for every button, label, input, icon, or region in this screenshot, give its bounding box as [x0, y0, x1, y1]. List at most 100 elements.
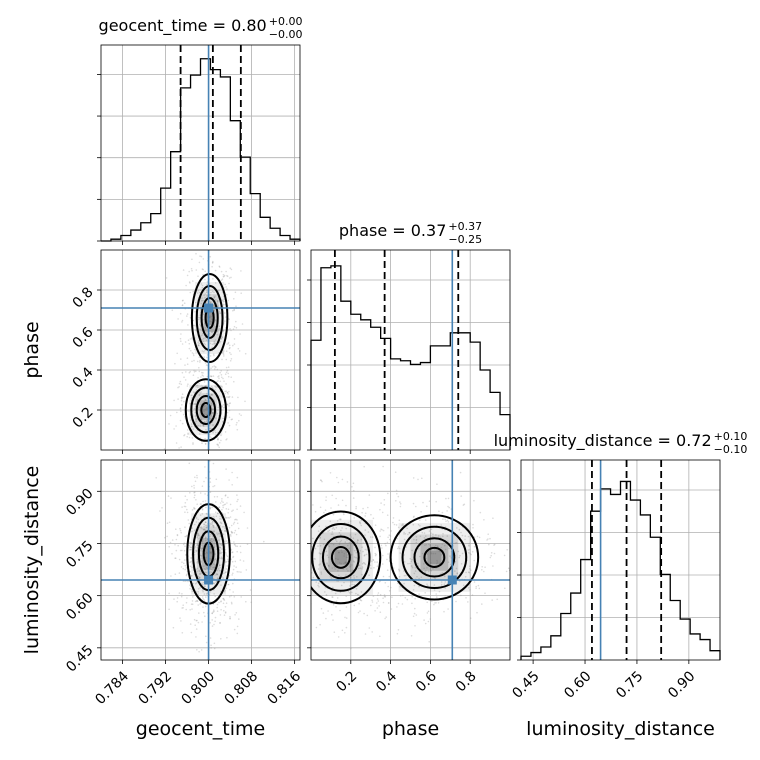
- sample-point: [417, 478, 419, 481]
- sample-point: [343, 562, 345, 565]
- sample-point: [215, 558, 217, 560]
- sample-point: [468, 542, 471, 545]
- sample-point: [223, 298, 225, 301]
- sample-point: [197, 535, 199, 537]
- sample-point: [457, 550, 460, 553]
- sample-point: [198, 576, 201, 579]
- sample-point: [212, 525, 215, 527]
- sample-point: [423, 537, 426, 539]
- sample-point: [209, 255, 212, 258]
- sample-point: [292, 561, 294, 563]
- sample-point: [472, 523, 474, 526]
- sample-point: [215, 511, 217, 514]
- sample-point: [483, 519, 485, 521]
- title-upper-uncertainty: +0.00: [269, 15, 303, 28]
- sample-point: [181, 304, 184, 307]
- sample-point: [493, 544, 495, 546]
- sample-point: [195, 517, 198, 520]
- sample-point: [223, 380, 225, 383]
- sample-point: [386, 541, 389, 544]
- sample-point: [181, 319, 184, 322]
- sample-point: [381, 511, 384, 514]
- x-tick-label: 0.6: [413, 668, 440, 695]
- sample-point: [181, 321, 183, 323]
- sample-point: [368, 494, 371, 496]
- sample-point: [205, 399, 207, 401]
- sample-point: [224, 495, 227, 497]
- sample-point: [213, 295, 215, 297]
- sample-point: [307, 576, 309, 578]
- sample-point: [216, 368, 219, 371]
- sample-point: [284, 531, 286, 533]
- sample-point: [204, 615, 206, 617]
- sample-point: [201, 513, 204, 515]
- sample-point: [223, 614, 226, 616]
- sample-point: [365, 553, 368, 556]
- sample-point: [347, 570, 349, 572]
- sample-point: [203, 342, 206, 345]
- sample-point: [180, 410, 182, 413]
- sample-point: [430, 561, 432, 564]
- sample-point: [182, 604, 184, 606]
- sample-point: [224, 530, 227, 532]
- sample-point: [196, 600, 198, 602]
- sample-point: [383, 499, 386, 501]
- sample-point: [215, 386, 217, 389]
- sample-point: [341, 527, 343, 529]
- sample-point: [424, 519, 427, 521]
- sample-point: [195, 619, 198, 622]
- sample-point: [235, 320, 237, 323]
- sample-point: [201, 550, 203, 552]
- sample-point: [189, 609, 191, 611]
- sample-point: [337, 481, 340, 484]
- sample-point: [484, 566, 486, 568]
- sample-point: [209, 558, 211, 560]
- sample-point: [201, 299, 203, 302]
- sample-point: [183, 562, 185, 565]
- sample-point: [220, 522, 223, 525]
- sample-point: [343, 513, 345, 516]
- sample-point: [225, 390, 228, 393]
- sample-point: [205, 512, 208, 515]
- sample-point: [469, 565, 471, 567]
- sample-point: [209, 355, 212, 357]
- sample-point: [179, 617, 181, 619]
- sample-point: [210, 385, 213, 388]
- sample-point: [449, 542, 452, 544]
- sample-point: [219, 622, 221, 624]
- sample-point: [483, 570, 485, 573]
- sample-point: [392, 567, 395, 569]
- x-tick-label: 0.800: [179, 668, 219, 708]
- sample-point: [468, 545, 470, 547]
- sample-point: [217, 380, 219, 382]
- sample-point: [213, 344, 216, 346]
- sample-point: [434, 552, 437, 555]
- sample-point: [301, 532, 303, 534]
- sample-point: [202, 590, 204, 593]
- sample-point: [176, 600, 178, 603]
- sample-point: [190, 267, 193, 270]
- sample-point: [170, 497, 172, 499]
- sample-point: [211, 412, 213, 414]
- sample-point: [429, 618, 432, 620]
- sample-point: [202, 424, 204, 426]
- sample-point: [218, 532, 221, 535]
- sample-point: [387, 492, 389, 495]
- sample-point: [349, 566, 351, 568]
- sample-point: [355, 592, 357, 595]
- sample-point: [209, 539, 211, 541]
- sample-point: [219, 621, 221, 624]
- sample-point: [437, 549, 439, 552]
- sample-point: [211, 408, 214, 411]
- sample-point: [234, 454, 236, 456]
- sample-point: [201, 539, 204, 542]
- sample-point: [328, 564, 330, 567]
- sample-point: [176, 534, 179, 536]
- sample-point: [227, 393, 229, 395]
- sample-point: [216, 443, 218, 446]
- sample-point: [223, 303, 225, 306]
- sample-point: [228, 596, 231, 598]
- sample-point: [359, 550, 362, 552]
- sample-point: [206, 294, 208, 297]
- sample-point: [317, 530, 320, 532]
